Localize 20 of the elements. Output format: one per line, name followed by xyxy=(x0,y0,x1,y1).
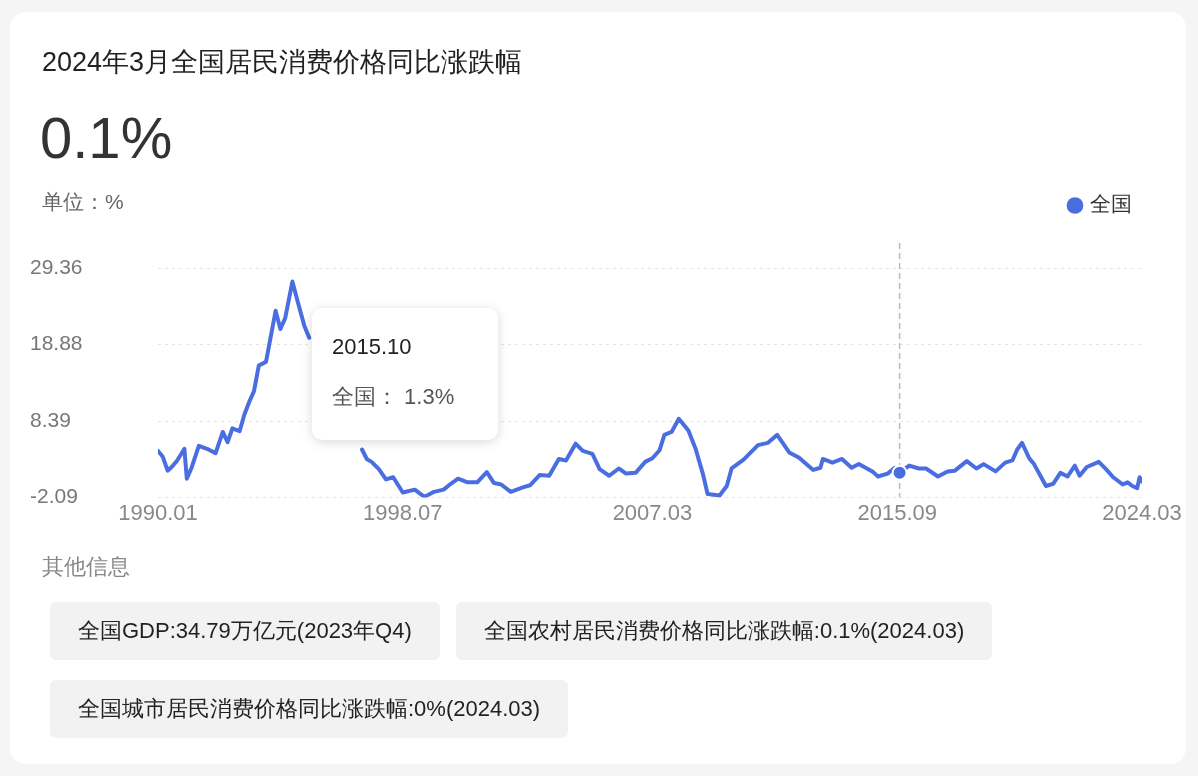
y-tick-label: -2.09 xyxy=(30,484,78,508)
text: 全国农村居民消费价格同比涨跌幅:0.1%(2024.03) xyxy=(455,602,993,660)
x-tick-label: 2024.03 xyxy=(1102,499,1182,525)
x-tick-label: 1998.07 xyxy=(363,499,443,525)
y-tick-label: 18.88 xyxy=(30,331,83,355)
x-tick-label: 2007.03 xyxy=(612,499,693,525)
chart-subtitle: 0.1% xyxy=(40,104,173,171)
y-tick-label: 8.39 xyxy=(30,407,71,431)
tooltip: 2015.10 全国： 1.3% xyxy=(312,308,498,440)
text: 全国GDP:34.79万亿元(2023年Q4) xyxy=(50,602,440,660)
annotation: 全国： 1.3% xyxy=(332,383,455,411)
text: 其他信息 xyxy=(42,553,130,581)
y-tick-label: 29.36 xyxy=(30,254,83,278)
x-tick-label: 1990.01 xyxy=(118,499,198,525)
y-axis-title: 单位：% xyxy=(42,189,124,215)
legend-label: 全国 xyxy=(1090,192,1132,216)
x-tick-label: 2015.09 xyxy=(857,499,937,525)
chart-title: 2024年3月全国居民消费价格同比涨跌幅 xyxy=(42,46,523,79)
annotation: 2015.10 xyxy=(332,334,412,360)
text: 全国城市居民消费价格同比涨跌幅:0%(2024.03) xyxy=(50,680,569,738)
